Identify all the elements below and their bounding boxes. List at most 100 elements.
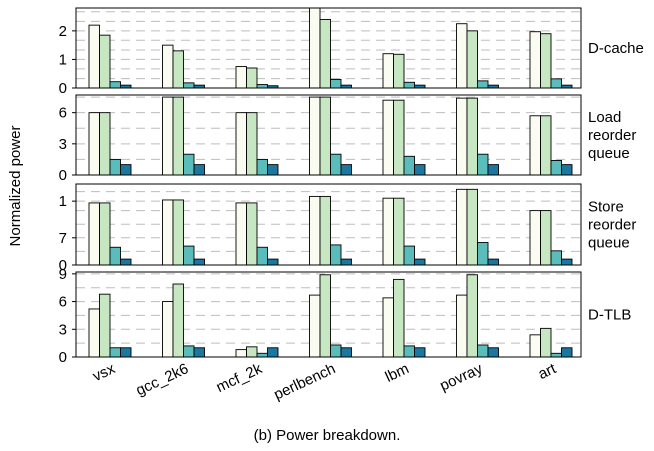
bar-povray-s4 — [487, 258, 499, 266]
panel-label: Store reorder queue — [588, 199, 636, 252]
x-tick-label-mcf_2k: mcf_2k — [214, 360, 265, 396]
panel-label: D-TLB — [588, 307, 631, 324]
bar-lbm-s1 — [382, 53, 394, 89]
bar-povray-s2 — [466, 97, 478, 176]
bar-vsx-s3 — [109, 246, 121, 266]
bar-art-s4 — [561, 258, 573, 266]
bar-vsx-s3 — [109, 158, 121, 176]
bar-art-s4 — [561, 164, 573, 176]
bar-mcf_2k-s4 — [267, 164, 279, 176]
bar-povray-s1 — [456, 97, 468, 176]
bar-mcf_2k-s1 — [235, 66, 247, 89]
bar-vsx-s1 — [88, 202, 100, 266]
chart-panels: 0 1 2 D-cache 0 3 6 Load reorder queue 0 7 1 Store reo… — [59, 7, 644, 366]
bar-povray-s3 — [477, 242, 489, 266]
bar-perlbench-s4 — [340, 347, 352, 358]
bar-vsx-s4 — [120, 164, 132, 176]
bar-lbm-s2 — [393, 99, 405, 176]
bar-mcf_2k-s1 — [235, 112, 247, 176]
bar-mcf_2k-s4 — [267, 258, 279, 266]
bar-gcc_2k6-s1 — [162, 301, 174, 358]
bar-povray-s1 — [456, 23, 468, 89]
bar-art-s3 — [550, 78, 562, 89]
bar-mcf_2k-s1 — [235, 349, 247, 358]
bar-perlbench-s4 — [340, 164, 352, 176]
bar-perlbench-s4 — [340, 258, 352, 266]
bar-art-s3 — [550, 352, 562, 358]
x-tick-label-perlbench: perlbench — [271, 360, 338, 403]
y-tick-label: 6 — [59, 294, 67, 311]
bar-perlbench-s2 — [319, 18, 331, 89]
bar-mcf_2k-s2 — [246, 112, 258, 176]
bar-gcc_2k6-s1 — [162, 199, 174, 266]
bar-povray-s3 — [477, 80, 489, 89]
x-tick-label-vsx: vsx — [90, 360, 118, 385]
bar-povray-s4 — [487, 347, 499, 358]
bar-mcf_2k-s4 — [267, 347, 279, 358]
figure-caption: (b) Power breakdown. — [254, 427, 401, 444]
bar-povray-s2 — [466, 188, 478, 266]
x-tick-label-gcc_2k6: gcc_2k6 — [133, 360, 191, 399]
bar-lbm-s3 — [403, 155, 415, 176]
bar-gcc_2k6-s3 — [183, 245, 195, 266]
x-tick-label-povray: povray — [437, 360, 485, 395]
bar-perlbench-s3 — [330, 244, 342, 266]
y-tick-label: 3 — [59, 321, 67, 338]
bar-perlbench-s3 — [330, 344, 342, 358]
y-tick-label: 2 — [59, 23, 67, 40]
bar-gcc_2k6-s2 — [172, 50, 184, 89]
bar-perlbench-s1 — [309, 96, 321, 176]
panel-frame — [75, 94, 582, 176]
bar-lbm-s2 — [393, 278, 405, 358]
bar-vsx-s1 — [88, 112, 100, 176]
panel-1: 0 1 2 D-cache — [59, 7, 644, 97]
bar-art-s2 — [540, 210, 552, 266]
bar-gcc_2k6-s3 — [183, 345, 195, 358]
bar-perlbench-s2 — [319, 96, 331, 176]
y-tick-label: 0 — [59, 257, 67, 274]
panel-frame — [75, 183, 582, 266]
bar-vsx-s3 — [109, 81, 121, 89]
bar-lbm-s2 — [393, 197, 405, 266]
bar-perlbench-s3 — [330, 153, 342, 176]
y-tick-label: 1 — [59, 193, 67, 210]
x-tick-label-lbm: lbm — [383, 360, 412, 386]
y-axis-label: Normalized power — [7, 126, 24, 247]
bar-vsx-s2 — [99, 293, 111, 358]
panel-label: D-cache — [588, 40, 644, 57]
bar-mcf_2k-s3 — [256, 352, 268, 358]
bar-perlbench-s3 — [330, 78, 342, 89]
bar-vsx-s1 — [88, 24, 100, 89]
bar-gcc_2k6-s4 — [193, 164, 205, 176]
bar-art-s3 — [550, 160, 562, 176]
bar-vsx-s2 — [99, 112, 111, 176]
bar-lbm-s3 — [403, 81, 415, 89]
bar-mcf_2k-s3 — [256, 84, 268, 89]
y-tick-label: 6 — [59, 105, 67, 122]
bar-povray-s3 — [477, 344, 489, 358]
bar-perlbench-s1 — [309, 294, 321, 358]
bar-lbm-s4 — [414, 347, 426, 358]
bar-lbm-s1 — [382, 197, 394, 266]
bar-art-s2 — [540, 33, 552, 89]
bar-vsx-s4 — [120, 347, 132, 358]
panel-3: 0 7 1 Store reorder queue — [59, 183, 636, 274]
bar-lbm-s3 — [403, 345, 415, 358]
y-tick-label: 0 — [59, 349, 67, 366]
bar-gcc_2k6-s1 — [162, 96, 174, 176]
bar-mcf_2k-s2 — [246, 346, 258, 358]
bar-gcc_2k6-s1 — [162, 44, 174, 89]
bar-perlbench-s2 — [319, 195, 331, 266]
panel-2: 0 3 6 Load reorder queue — [59, 94, 636, 184]
bar-vsx-s3 — [109, 347, 121, 358]
bar-gcc_2k6-s2 — [172, 96, 184, 176]
panel-label: Load reorder queue — [588, 109, 636, 162]
bar-povray-s4 — [487, 164, 499, 176]
panel-frame — [75, 271, 582, 358]
bar-art-s1 — [529, 210, 541, 266]
bar-povray-s1 — [456, 294, 468, 358]
bar-lbm-s2 — [393, 53, 405, 89]
bar-vsx-s2 — [99, 34, 111, 89]
panel-frame — [75, 7, 582, 89]
